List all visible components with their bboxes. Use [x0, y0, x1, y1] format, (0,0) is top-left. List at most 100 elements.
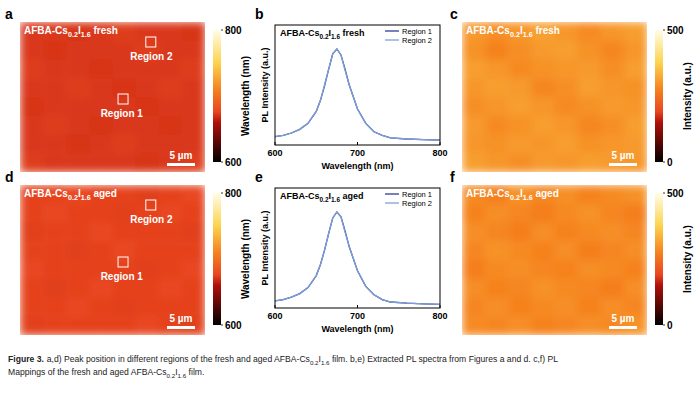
panel-letter: c [450, 6, 458, 22]
map-cell [531, 204, 555, 223]
map-cell [508, 60, 532, 79]
map-cell [43, 116, 67, 135]
map-cell [66, 316, 90, 335]
map-cell [66, 241, 90, 260]
map-cell [20, 135, 44, 154]
plot-title: AFBA-Cs0.2I1.6 fresh [280, 28, 365, 40]
map-cell [113, 60, 137, 79]
map-cell [136, 153, 160, 172]
map-cell [66, 223, 90, 242]
map-cell [66, 22, 90, 41]
map-cell [555, 78, 579, 97]
plot-frame [275, 188, 440, 308]
region-box [118, 94, 128, 104]
map-cell [555, 223, 579, 242]
map-cell [182, 204, 205, 223]
map-cell [182, 60, 205, 79]
text-run: 0.2 [510, 30, 520, 39]
map-cell [20, 241, 44, 260]
text-run: fresh [340, 28, 365, 38]
map-cells-inner [20, 22, 205, 172]
map-cell [531, 116, 555, 135]
text-run: 1.6 [81, 30, 91, 39]
map-cell [159, 78, 183, 97]
map-cell [508, 153, 532, 172]
colorbar-tick-label: 600 [225, 157, 242, 168]
map-cell [578, 298, 602, 317]
text-run: 1.6 [331, 33, 340, 40]
scale-bar [167, 326, 195, 329]
map-cell [531, 260, 555, 279]
map-cell [43, 260, 67, 279]
map-cell [508, 185, 532, 204]
scale-bar-label: 5 µm [612, 313, 635, 324]
map-cell [136, 316, 160, 335]
map-cell [159, 260, 183, 279]
map-cell [508, 41, 532, 60]
x-tick [275, 142, 276, 145]
text-run: 0.2 [68, 30, 78, 39]
map-cell [182, 22, 205, 41]
map-cell [555, 241, 579, 260]
map-cell [485, 241, 509, 260]
text-run: aged [340, 191, 364, 201]
map-cell [485, 204, 509, 223]
map-cell [601, 60, 625, 79]
text-run: aged [91, 188, 117, 199]
map-cell [601, 260, 625, 279]
map-cell [20, 298, 44, 317]
colorbar-tick-label: 500 [667, 25, 684, 36]
map-cell [462, 135, 486, 154]
map-cell [462, 116, 486, 135]
map-title: AFBA-Cs0.2I1.6 aged [24, 188, 117, 202]
x-tick [275, 305, 276, 308]
panel-letter: d [5, 169, 14, 185]
map-cell [531, 41, 555, 60]
map-cell [136, 116, 160, 135]
map-cell [136, 60, 160, 79]
caption-label: Figure 3. [8, 354, 44, 364]
text-run: aged [533, 188, 559, 199]
map-cell [508, 241, 532, 260]
map-cell [485, 279, 509, 298]
map-cell [43, 223, 67, 242]
map-cell [113, 135, 137, 154]
map-cell [43, 78, 67, 97]
map-cell [601, 97, 625, 116]
map-cell [578, 204, 602, 223]
map-cell [555, 298, 579, 317]
text-run: AFBA-Cs [280, 191, 320, 201]
map-cell [508, 279, 532, 298]
map-cell [555, 135, 579, 154]
map-cell [555, 260, 579, 279]
map-cell [508, 204, 532, 223]
map-cell [601, 41, 625, 60]
map-cell [113, 279, 137, 298]
map-cell [555, 204, 579, 223]
caption-text: a,d) Peak position in different regions … [47, 354, 558, 366]
map-cell [66, 116, 90, 135]
map-cell [508, 316, 532, 335]
map-cell [43, 153, 67, 172]
map-cells [462, 185, 647, 335]
map-cell [624, 41, 647, 60]
text-run: a,d) Peak position in different regions … [47, 354, 310, 364]
map-cells-inner [462, 185, 647, 335]
map-cell [624, 204, 647, 223]
caption-text: Mappings of the fresh and aged AFBA-Cs0.… [8, 367, 204, 379]
map-title: AFBA-Cs0.2I1.6 fresh [466, 25, 560, 39]
map-cell [182, 223, 205, 242]
map-cell [66, 135, 90, 154]
map-cell [182, 241, 205, 260]
map-cell [43, 298, 67, 317]
map-cell [531, 60, 555, 79]
map-cell [66, 97, 90, 116]
map-cell [113, 298, 137, 317]
map-cell [578, 316, 602, 335]
colorbar-tick [663, 193, 665, 194]
map-cell [485, 60, 509, 79]
spectrum-line [275, 49, 440, 140]
map-cells [20, 185, 205, 335]
panel-letter: b [255, 6, 264, 22]
map-cell [555, 97, 579, 116]
